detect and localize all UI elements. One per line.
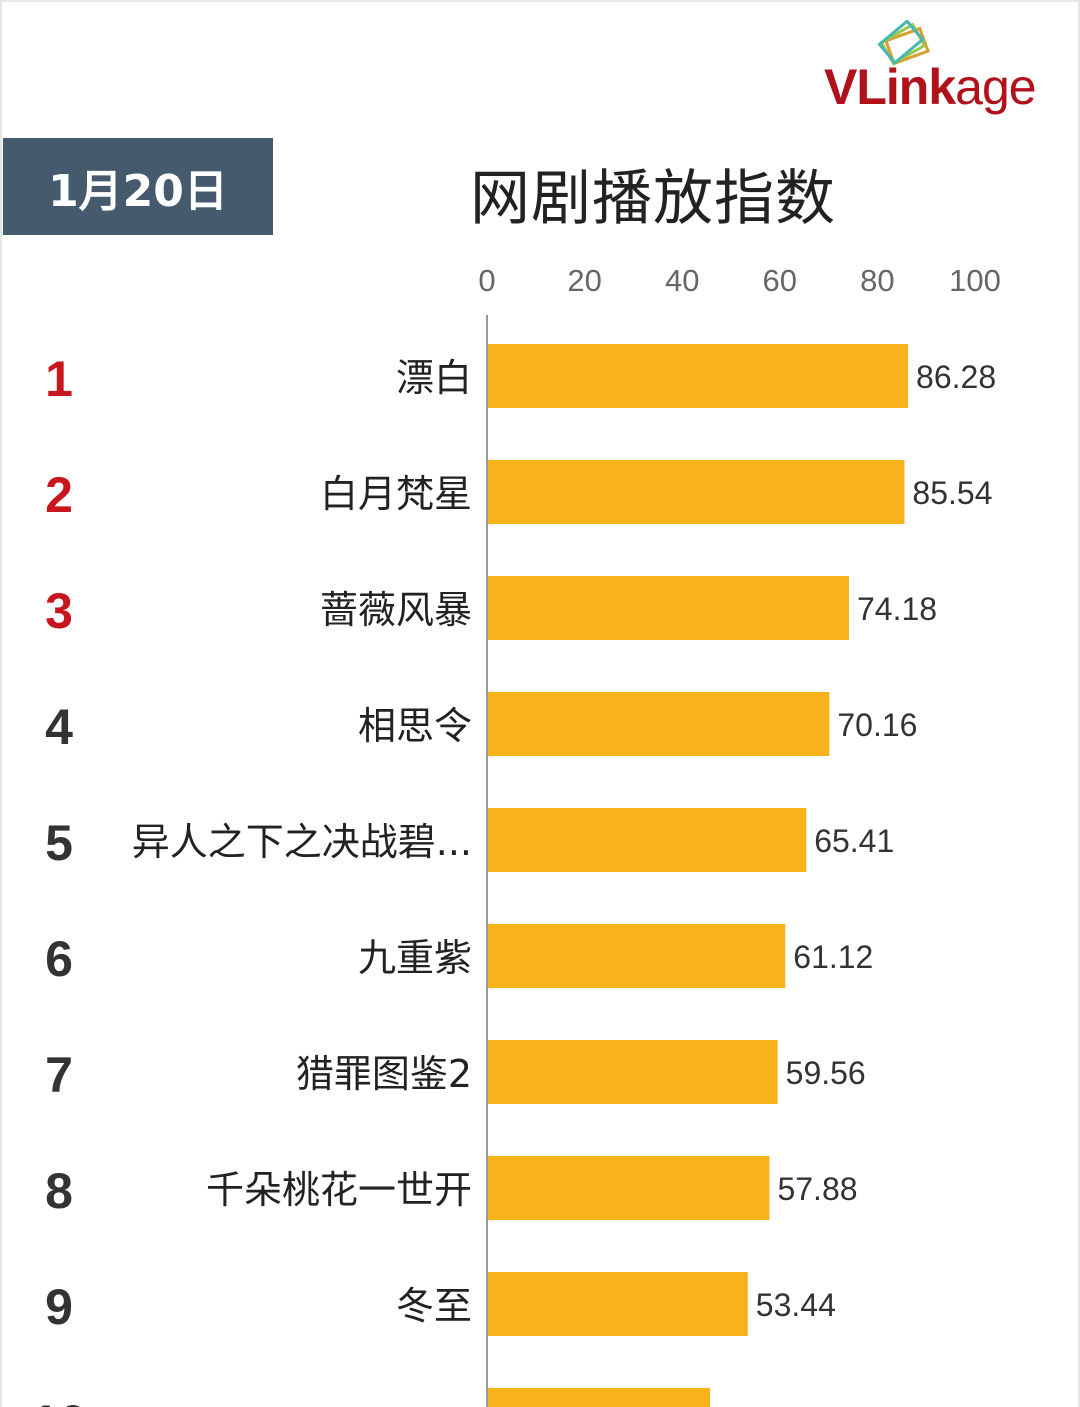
data-label: 59.56 <box>786 1055 866 1091</box>
category-label: 九重紫 <box>358 936 472 980</box>
rank-number: 5 <box>45 815 73 871</box>
category-label: 冬至 <box>396 1284 472 1328</box>
rank-number: 3 <box>45 583 73 639</box>
chart-title: 网剧播放指数 <box>470 164 836 234</box>
bar <box>488 460 905 524</box>
logo-text: VLinkage <box>824 59 1037 115</box>
data-label: 65.41 <box>814 823 894 859</box>
rank-number: 2 <box>45 467 73 523</box>
rank-number: 9 <box>45 1279 73 1335</box>
bar <box>488 576 849 640</box>
rank-number: 10 <box>31 1395 87 1407</box>
data-label: 70.16 <box>837 707 917 743</box>
x-tick-label: 100 <box>949 263 1001 298</box>
bar <box>488 924 786 988</box>
data-label: 74.18 <box>857 591 937 627</box>
logo-frames-icon <box>877 20 930 66</box>
bar <box>488 1040 778 1104</box>
vlinkage-logo: VLinkage <box>820 20 1075 115</box>
data-label: 53.44 <box>756 1287 836 1323</box>
x-tick-label: 40 <box>665 263 699 298</box>
rank-number: 7 <box>45 1047 73 1103</box>
bar <box>488 1156 770 1220</box>
category-label: 异人之下之决战碧... <box>132 820 472 864</box>
x-tick-label: 80 <box>860 263 894 298</box>
data-label: 86.28 <box>916 359 996 395</box>
rank-number: 1 <box>45 351 73 407</box>
x-tick-label: 20 <box>567 263 601 298</box>
rank-number: 4 <box>45 699 73 755</box>
bar <box>488 692 830 756</box>
data-label: 57.88 <box>777 1171 857 1207</box>
bar <box>488 344 909 408</box>
rank-number: 6 <box>45 931 73 987</box>
x-tick-label: 60 <box>763 263 797 298</box>
rank-number: 8 <box>45 1163 73 1219</box>
bar <box>488 1388 711 1407</box>
bar <box>488 808 807 872</box>
category-label: 漂白 <box>396 356 472 400</box>
bar <box>488 1272 748 1336</box>
date-badge: 1月20日 <box>3 138 273 235</box>
data-label: 61.12 <box>793 939 873 975</box>
category-label: 猎罪图鉴2 <box>296 1052 472 1096</box>
category-label: 千朵桃花一世开 <box>206 1168 472 1212</box>
data-label: 85.54 <box>912 475 992 511</box>
x-tick-label: 0 <box>478 263 495 298</box>
category-label: 蔷薇风暴 <box>320 588 472 632</box>
category-label: 白月梵星 <box>320 472 472 516</box>
category-label: 相思令 <box>358 704 472 748</box>
